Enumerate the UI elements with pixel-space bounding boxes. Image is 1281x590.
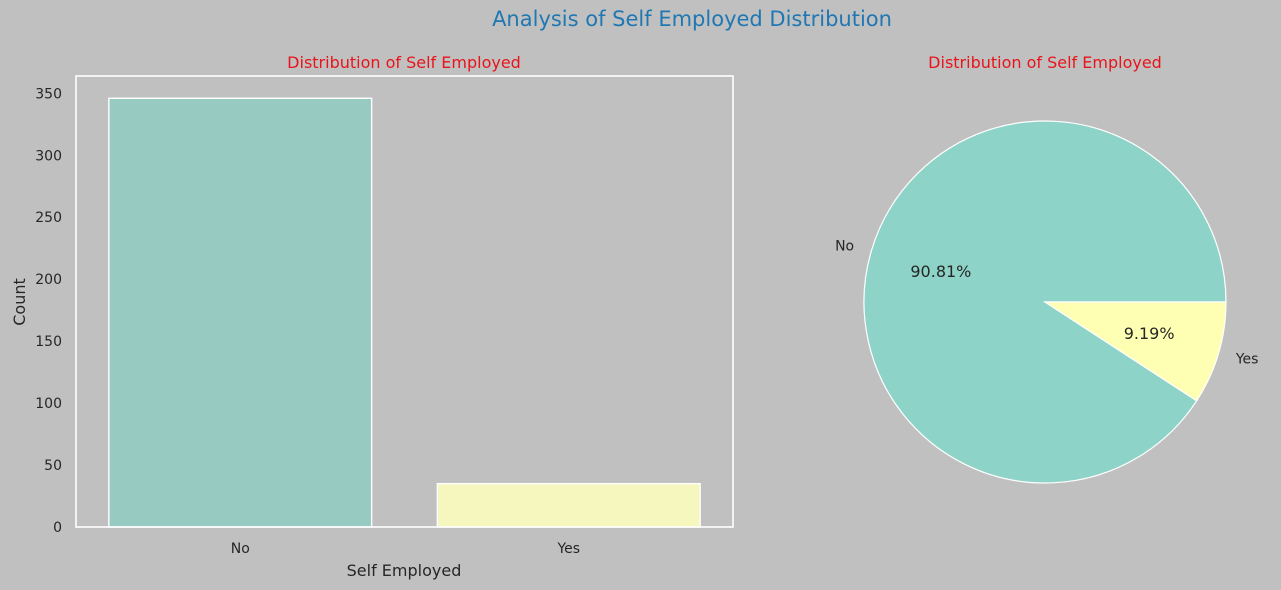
x-axis-ticks: No Yes	[231, 541, 580, 557]
y-axis-ticks: 0 50 100 150 200 250 300 350	[35, 86, 62, 536]
bar-marks	[108, 97, 701, 528]
y-tick-label: 200	[35, 272, 62, 288]
y-axis-label: Count	[10, 278, 29, 326]
pie-chart-panel: Distribution of Self Employed No 90.81% Ye…	[835, 53, 1259, 484]
y-tick-label: 250	[35, 210, 62, 226]
pie-slice-yes	[1042, 301, 1227, 402]
plot-frame	[75, 75, 734, 528]
y-tick-label: 300	[35, 148, 62, 164]
pie-percent-yes: 9.19%	[1124, 324, 1175, 343]
x-tick-label: Yes	[556, 541, 580, 557]
y-tick-label: 350	[35, 86, 62, 102]
pie-label-no: No	[835, 238, 854, 254]
pie-label-yes: Yes	[1235, 352, 1259, 368]
pie-marks: No 90.81% Yes 9.19%	[835, 120, 1259, 484]
y-tick-label: 0	[53, 520, 62, 536]
bar-no	[108, 97, 373, 528]
bar-yes	[436, 482, 701, 528]
bar-chart-title: Distribution of Self Employed	[287, 53, 521, 72]
y-tick-label: 50	[44, 458, 62, 474]
figure-title: Analysis of Self Employed Distribution	[492, 7, 892, 31]
x-axis-label: Self Employed	[347, 561, 462, 580]
pie-percent-no: 90.81%	[910, 262, 971, 281]
y-tick-label: 100	[35, 396, 62, 412]
x-tick-label: No	[231, 541, 250, 557]
y-tick-label: 150	[35, 334, 62, 350]
pie-chart-title: Distribution of Self Employed	[928, 53, 1162, 72]
bar-chart-panel: Distribution of Self Employed 0 50 100 150 2…	[10, 53, 734, 580]
